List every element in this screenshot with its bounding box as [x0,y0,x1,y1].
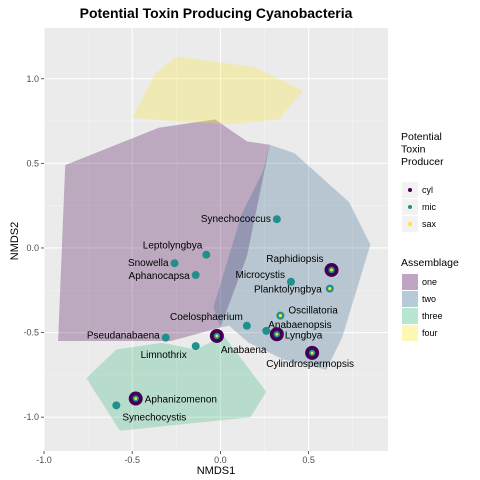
point-label-leptolyngbya: Leptolyngbya [143,241,203,252]
legend-key-sax [408,222,412,226]
legend-label-two: two [422,294,436,304]
hull-two [213,144,371,370]
point-inner-sax-cylindrospermopsis [310,351,314,355]
legend: Potential Toxin Producer cyl mic sax Assemblag… [401,131,459,341]
point-inner-sax-raphidiopsis [330,268,333,272]
point-label-snowella: Snowella [128,258,169,269]
legend-label-mic: mic [422,202,436,212]
plot-area: Synechococcus Leptolyngbya Snowella Aphanoc… [43,28,388,451]
hull-one [58,119,270,342]
y-axis-title: NMDS2 [9,222,21,261]
point-label-oscillatoria: Oscillatoria [288,306,338,317]
legend-key-cyl [408,188,412,192]
legend-assemblage-title: Assemblage [401,257,459,269]
point-pseudanabaena [161,333,170,342]
point-coelosphaerium [242,321,251,330]
point-label-lyngbya: Lyngbya [285,330,323,341]
point-label-pseudanabaena: Pseudanabaena [87,331,160,342]
y-tick-label: -1.0 [23,412,39,422]
hull-three [86,335,267,431]
hull-four [132,56,304,125]
legend-toxin-title: Potential Toxin Producer [401,131,444,168]
y-tick-label: 0.0 [26,243,39,253]
x-tick-label: -0.5 [124,455,140,465]
point-label-synechococcus: Synechococcus [201,214,271,225]
point-inner-sax-aphanizomenon [134,397,138,400]
chart-title: Potential Toxin Producing Cyanobacteria [80,5,353,21]
point-label-aphanocapsa: Aphanocapsa [129,271,191,282]
point-synechococcus [272,215,281,224]
y-tick-label: -0.5 [23,328,39,338]
legend-key-one [402,274,418,290]
x-tick-label: -1.0 [36,455,52,465]
point-anabaenopsis [262,326,271,335]
legend-label-cyl: cyl [422,185,433,195]
x-tick-label: 0.5 [302,455,315,465]
point-label-coelosphaerium: Coelosphaerium [170,312,243,323]
point-microcystis [286,277,295,286]
legend-label-three: three [422,311,443,321]
plot-background [44,28,388,451]
point-inner-sax-anabaena [215,334,219,338]
point-synechocystis [112,401,121,410]
legend-label-four: four [422,328,438,338]
y-tick-label: 0.5 [26,158,39,168]
legend-key-two [402,291,418,307]
legend-key-four [402,325,418,341]
point-label-microcystis: Microcystis [236,270,285,281]
point-label-anabaenopsis: Anabaenopsis [268,320,331,331]
point-label-limnothrix: Limnothrix [141,350,187,361]
point-inner-sax-lyngbya [275,332,279,336]
point-inner-sax-oscillatoria [278,314,282,318]
x-axis-title: NMDS1 [197,465,236,477]
legend-toxin-title-line: Potential [401,131,442,143]
point-label-cylindrospermopsis: Cylindrospermopsis [266,359,354,370]
x-tick-label: 0.0 [214,455,227,465]
point-leptolyngbya [202,250,211,259]
point-limnothrix [191,342,200,351]
legend-key-three [402,308,418,324]
legend-label-sax: sax [422,219,437,229]
point-label-aphanizomenon: Aphanizomenon [145,395,217,406]
legend-key-mic [408,205,412,209]
point-label-synechocystis: Synechocystis [122,412,186,423]
point-label-raphidiopsis: Raphidiopsis [266,254,323,265]
legend-label-one: one [422,277,437,287]
point-label-planktolyngbya: Planktolyngbya [254,285,322,296]
point-inner-sax-planktolyngbya [328,286,332,291]
legend-toxin-title-line: Toxin [401,144,426,156]
y-tick-label: 1.0 [26,74,39,84]
point-snowella [170,259,179,268]
point-label-anabaena: Anabaena [221,345,267,356]
point-aphanocapsa [191,271,200,280]
legend-toxin-title-line: Producer [401,156,444,168]
